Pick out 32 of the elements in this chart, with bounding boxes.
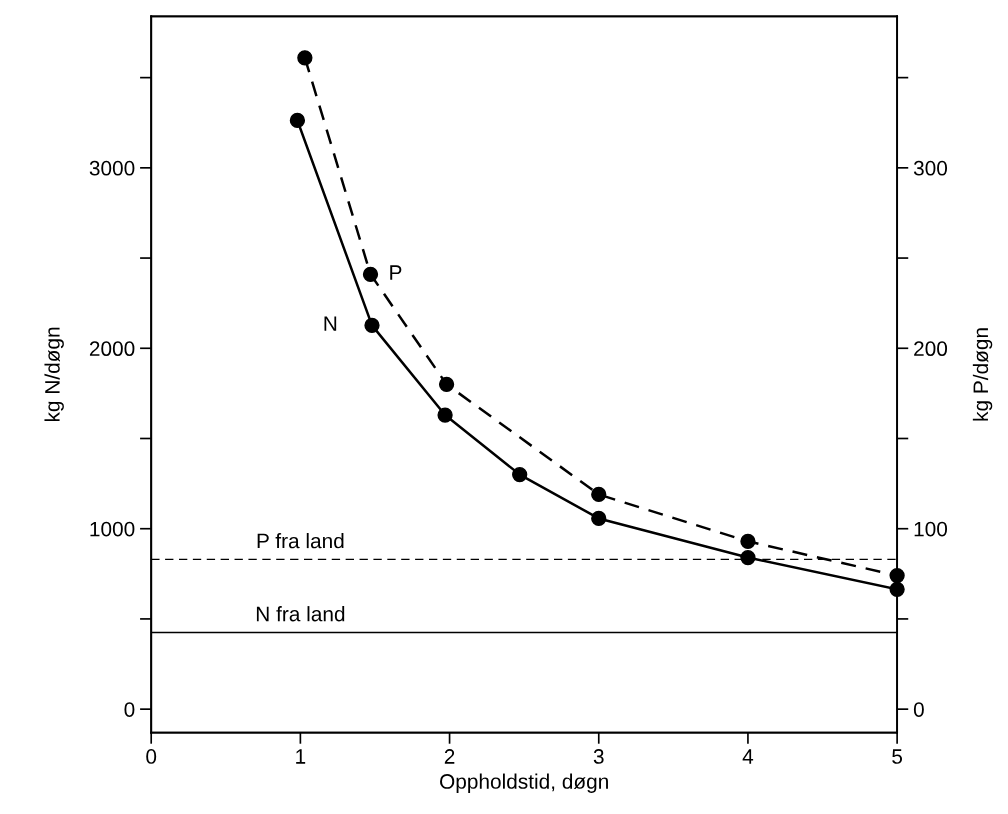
x-tick-label: 0 (146, 749, 157, 764)
y-tick-label: 3000 (89, 160, 135, 176)
x-tick-label: 2 (444, 749, 455, 764)
point (297, 50, 313, 66)
point (438, 376, 455, 393)
x-tick-label: 1 (296, 749, 306, 764)
point (364, 317, 380, 334)
x-axis-title: Oppholdstid, døgn (440, 773, 608, 793)
point (740, 533, 756, 549)
point (362, 266, 379, 282)
point (740, 549, 756, 566)
y2-tick-label: 0 (913, 702, 924, 717)
y2-axis-title: kg P/døgn (972, 328, 993, 421)
series-label: N (324, 316, 337, 331)
x-tick-label: 5 (892, 749, 903, 764)
y2-tick-label: 100 (914, 521, 948, 537)
x-tick-label: 4 (742, 749, 754, 764)
point (512, 466, 528, 483)
y-tick-label: 1000 (90, 521, 135, 537)
ref-line-label: N fra land (256, 606, 345, 622)
point (591, 510, 607, 527)
y-tick-label: 2000 (89, 341, 135, 357)
y-tick-label: 0 (124, 702, 135, 717)
y2-tick-label: 200 (914, 341, 948, 357)
y-axis-title: kg N/døgn (44, 327, 64, 422)
y2-tick-label: 300 (913, 160, 948, 176)
point (289, 112, 306, 129)
point (591, 486, 607, 503)
x-tick-label: 3 (593, 749, 604, 764)
ref-line-label: P fra land (257, 533, 344, 549)
point (437, 407, 453, 423)
series-label: P (390, 265, 402, 280)
